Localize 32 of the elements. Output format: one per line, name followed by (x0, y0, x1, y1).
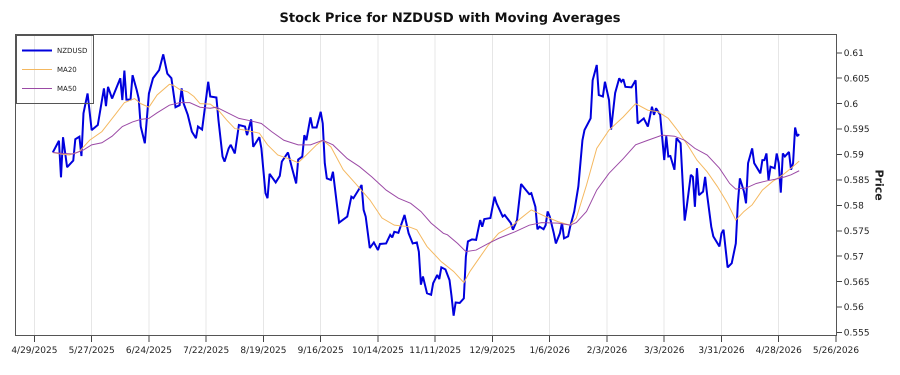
y-tick-label: 0.58 (844, 201, 864, 212)
x-tick-label: 4/29/2025 (11, 346, 58, 356)
y-tick-label: 0.57 (844, 252, 864, 262)
x-tick-label: 5/27/2025 (68, 346, 115, 356)
y-tick-label: 0.585 (844, 176, 870, 186)
line-series (52, 84, 800, 284)
x-tick-label: 8/19/2025 (240, 346, 287, 356)
y-tick-label: 0.555 (844, 328, 870, 339)
x-tick-label: 2/3/2026 (586, 346, 628, 356)
y-tick-label: 0.56 (844, 303, 864, 314)
y-tick-label: 0.565 (844, 278, 870, 288)
y-tick-label: 0.6 (844, 100, 858, 110)
y-tick-label: 0.59 (844, 150, 864, 161)
x-tick-label: 3/3/2026 (644, 346, 685, 356)
x-tick-label: 7/22/2025 (183, 346, 230, 356)
line-series (52, 53, 800, 317)
x-tick-label: 11/11/2025 (409, 346, 462, 356)
y-tick-label: 0.575 (844, 226, 870, 237)
x-tick-label: 6/24/2025 (126, 346, 172, 356)
x-tick-label: 3/31/2026 (698, 346, 745, 356)
x-tick-label: 4/28/2026 (756, 346, 802, 356)
x-tick-label: 5/26/2026 (812, 346, 860, 356)
x-tick-label: 10/14/2025 (352, 346, 404, 356)
chart-title: Stock Price for NZDUSD with Moving Averages (280, 11, 621, 26)
x-tick-label: 9/16/2025 (298, 346, 344, 356)
y-tick-label: 0.605 (844, 74, 870, 84)
line-series (52, 102, 800, 252)
x-tick-label: 12/9/2025 (469, 346, 516, 356)
y-tick-label: 0.61 (844, 48, 864, 59)
y-tick-label: 0.595 (844, 125, 870, 136)
y-axis-title: Price (872, 170, 886, 201)
x-tick-label: 1/6/2026 (530, 346, 570, 356)
